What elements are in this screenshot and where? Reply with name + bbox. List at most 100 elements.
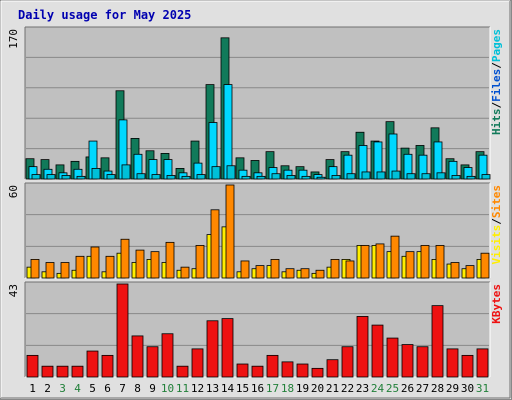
x-tick-day-11: 11: [176, 382, 189, 395]
bar-sites-day-9: [150, 251, 160, 279]
x-tick-day-14: 14: [221, 382, 235, 395]
bar-pages-day-13: [211, 166, 221, 180]
bar-kbytes-day-28: [431, 305, 444, 378]
x-tick-day-8: 8: [134, 382, 141, 395]
bar-sites-day-23: [360, 245, 370, 279]
bar-sites-day-19: [300, 268, 310, 279]
bar-kbytes-day-8: [131, 335, 144, 378]
bar-pages-day-30: [466, 175, 476, 180]
x-tick-day-7: 7: [119, 382, 126, 395]
bar-pages-day-15: [241, 175, 251, 180]
bar-sites-day-12: [195, 245, 205, 279]
x-tick-day-26: 26: [401, 382, 414, 395]
bar-sites-day-1: [30, 258, 40, 279]
legend-item-visits: Visits: [490, 225, 503, 265]
x-tick-day-27: 27: [416, 382, 429, 395]
bar-kbytes-day-24: [371, 324, 384, 378]
legend-item-files: Files: [490, 69, 503, 102]
legend-item-sites: Sites: [490, 185, 503, 218]
x-tick-day-25: 25: [386, 382, 399, 395]
bar-kbytes-day-3: [56, 365, 69, 378]
x-tick-day-6: 6: [104, 382, 111, 395]
y-max-label-visits-sites: 60: [7, 185, 20, 198]
x-tick-day-17: 17: [266, 382, 279, 395]
legend-kbytes: KBytes: [490, 284, 503, 324]
x-tick-day-9: 9: [149, 382, 156, 395]
bar-sites-day-8: [135, 249, 145, 279]
x-tick-day-4: 4: [74, 382, 81, 395]
legend-separator: /: [490, 102, 503, 109]
bar-sites-day-27: [420, 245, 430, 279]
bar-kbytes-day-10: [161, 333, 174, 378]
legend-separator: /: [490, 218, 503, 225]
bar-pages-day-24: [376, 171, 386, 180]
bar-kbytes-day-27: [416, 346, 429, 378]
bar-kbytes-day-14: [221, 318, 234, 378]
bar-sites-day-11: [180, 266, 190, 279]
bar-kbytes-day-20: [311, 367, 324, 378]
bar-kbytes-day-21: [326, 359, 339, 378]
x-tick-day-31: 31: [476, 382, 489, 395]
bar-kbytes-day-18: [281, 361, 294, 378]
bar-sites-day-21: [330, 258, 340, 279]
bar-kbytes-day-12: [191, 348, 204, 378]
bar-sites-day-25: [390, 235, 400, 279]
bar-pages-day-9: [151, 174, 161, 180]
legend-item-kbytes: KBytes: [490, 284, 503, 324]
bar-kbytes-day-7: [116, 283, 129, 378]
bar-sites-day-18: [285, 268, 295, 279]
bar-pages-day-31: [481, 174, 491, 180]
bar-kbytes-day-26: [401, 344, 414, 378]
bar-sites-day-30: [465, 265, 475, 279]
bar-kbytes-day-31: [476, 348, 489, 378]
bar-sites-day-14: [225, 184, 235, 279]
bar-pages-day-17: [271, 173, 281, 180]
plot-area-hits-files-pages: [25, 27, 490, 179]
bar-pages-day-16: [256, 175, 266, 180]
bar-pages-day-7: [121, 164, 131, 180]
bar-sites-day-24: [375, 243, 385, 279]
bar-sites-day-31: [480, 252, 490, 279]
bar-kbytes-day-30: [461, 354, 474, 378]
bar-kbytes-day-4: [71, 365, 84, 378]
x-tick-day-23: 23: [356, 382, 369, 395]
bar-kbytes-day-6: [101, 354, 114, 378]
panel-kbytes: 43 KBytes: [7, 281, 503, 378]
legend-item-hits: Hits: [490, 109, 503, 136]
y-max-label-hits-files-pages: 170: [7, 29, 20, 49]
bar-sites-day-20: [315, 269, 325, 279]
bar-kbytes-day-9: [146, 346, 159, 378]
bar-pages-day-12: [196, 174, 206, 180]
bar-pages-day-25: [391, 170, 401, 180]
x-tick-day-5: 5: [89, 382, 96, 395]
bar-sites-day-26: [405, 251, 415, 279]
x-tick-day-15: 15: [236, 382, 249, 395]
panel-visits-sites: 60 Visits/Sites: [7, 182, 503, 279]
bar-kbytes-day-5: [86, 350, 99, 378]
x-tick-day-29: 29: [446, 382, 459, 395]
bar-pages-day-1: [31, 174, 41, 180]
bar-sites-day-17: [270, 258, 280, 279]
bar-pages-day-28: [436, 172, 446, 180]
bar-sites-day-15: [240, 260, 250, 279]
bar-pages-day-14: [226, 165, 236, 180]
bar-kbytes-day-2: [41, 365, 54, 378]
bar-kbytes-day-17: [266, 354, 279, 378]
bar-sites-day-16: [255, 265, 265, 279]
x-tick-day-16: 16: [251, 382, 264, 395]
x-tick-day-10: 10: [161, 382, 174, 395]
bar-pages-day-19: [301, 175, 311, 180]
bar-kbytes-day-13: [206, 320, 219, 378]
bar-pages-day-10: [166, 175, 176, 180]
bar-sites-day-2: [45, 262, 55, 279]
x-tick-day-12: 12: [191, 382, 204, 395]
legend-separator: /: [490, 62, 503, 69]
legend-visits-sites: Visits/Sites: [490, 185, 503, 265]
bar-sites-day-22: [345, 260, 355, 279]
bar-kbytes-day-22: [341, 346, 354, 378]
bar-pages-day-23: [361, 171, 371, 180]
bar-pages-day-11: [181, 175, 191, 180]
